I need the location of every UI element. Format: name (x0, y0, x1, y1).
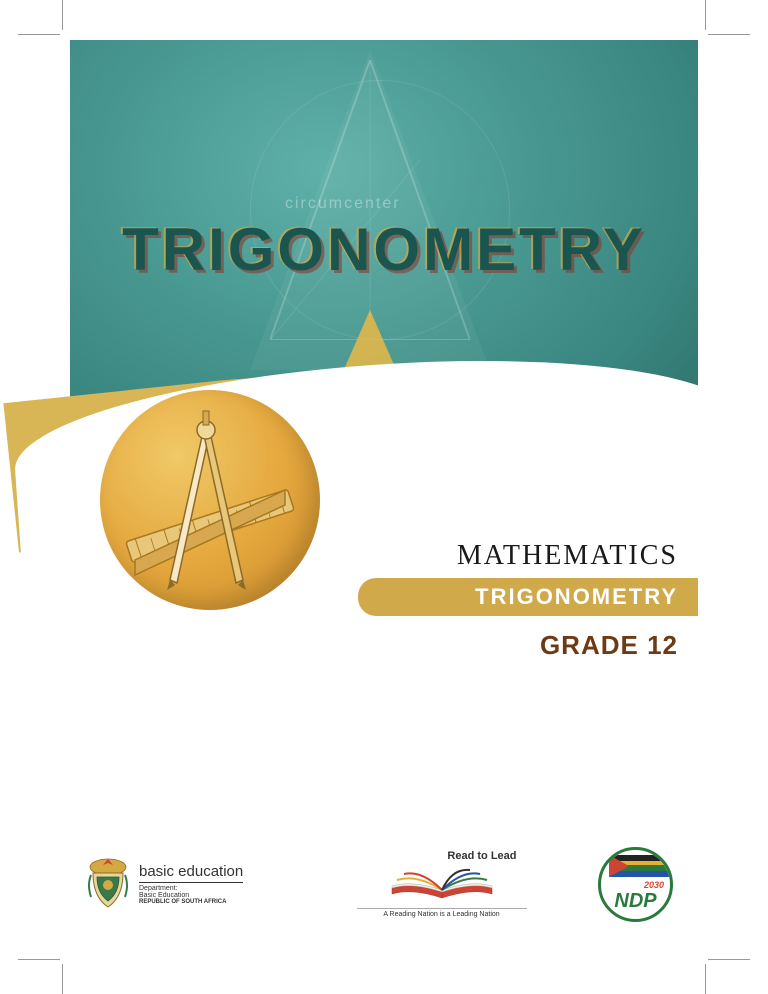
compass-tool (167, 411, 246, 590)
grade-text: GRADE 12 (358, 630, 698, 661)
divider (139, 882, 243, 883)
read-title: Read to Lead (357, 850, 527, 862)
dept-sub3: REPUBLIC OF SOUTH AFRICA (139, 899, 243, 905)
read-tagline: A Reading Nation is a Leading Nation (357, 908, 527, 918)
ndp-circle: 2030 NDP (598, 847, 673, 922)
open-book-icon (382, 864, 502, 899)
cover-page: circumcenter TRIGONOMETRY TRIGONOMETRY T… (70, 40, 698, 954)
coat-of-arms-icon (85, 855, 131, 913)
compass-medallion (100, 390, 320, 610)
subject-title: MATHEMATICS (358, 540, 698, 578)
ndp-logo: 2030 NDP (598, 847, 683, 922)
ndp-year: 2030 (644, 880, 664, 890)
crop-mark (18, 34, 60, 35)
sa-flag-icon (609, 855, 669, 877)
circumcenter-label: circumcenter (285, 195, 401, 213)
footer-logos: basic education Department: Basic Educat… (85, 844, 683, 924)
topic-bar: TRIGONOMETRY (358, 578, 698, 616)
crop-mark (62, 964, 63, 994)
crop-mark (18, 959, 60, 960)
crop-mark (705, 964, 706, 994)
crop-mark (705, 0, 706, 30)
dept-name: basic education (139, 863, 243, 880)
topic-text: TRIGONOMETRY (475, 584, 678, 609)
dept-text-block: basic education Department: Basic Educat… (139, 863, 243, 905)
dept-logo: basic education Department: Basic Educat… (85, 855, 285, 913)
hero-title: TRIGONOMETRY TRIGONOMETRY TRIGONOMETRY (70, 220, 698, 280)
dept-sub2: Basic Education (139, 892, 243, 899)
compass-icon (115, 405, 305, 595)
crop-mark (708, 34, 750, 35)
crop-mark (62, 0, 63, 30)
subject-block: MATHEMATICS TRIGONOMETRY GRADE 12 (358, 540, 698, 661)
crop-mark (708, 959, 750, 960)
dept-sub1: Department: (139, 885, 243, 892)
read-to-lead-logo: Read to Lead A Reading Nation is a Leadi… (357, 850, 527, 918)
ndp-text: NDP (601, 891, 670, 911)
